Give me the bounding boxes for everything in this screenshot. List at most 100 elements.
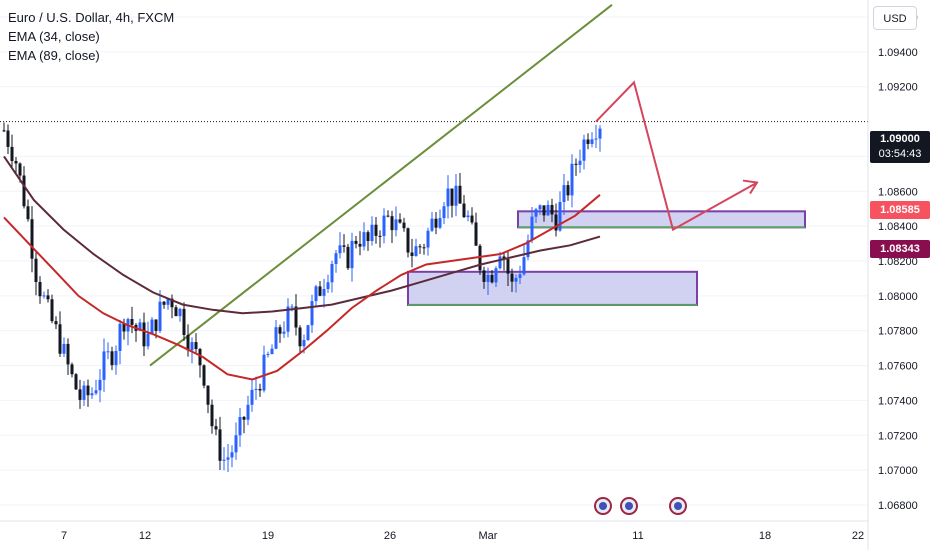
candle-body	[90, 393, 94, 396]
flag-icon-us[interactable]	[669, 497, 687, 515]
candle-body	[334, 253, 338, 264]
candle-body	[426, 230, 430, 248]
candle-body	[166, 298, 170, 305]
time-tick-label: Mar	[479, 530, 498, 542]
candle-body	[122, 323, 126, 332]
candle-body	[534, 209, 538, 217]
time-tick-label: 19	[262, 530, 274, 542]
candle-body	[110, 351, 114, 366]
candle-body	[302, 340, 306, 347]
candle-body	[318, 286, 322, 296]
candle-body	[374, 224, 378, 236]
last-price-value: 1.09000	[880, 133, 920, 145]
candle-body	[558, 202, 562, 231]
candle-body	[370, 224, 374, 242]
candle-body	[298, 327, 302, 347]
candle-body	[58, 324, 62, 354]
candle-body	[106, 351, 110, 353]
flag-icon-eu[interactable]	[594, 497, 612, 515]
currency-button[interactable]: USD	[873, 6, 917, 30]
candle-body	[98, 379, 102, 391]
candle-body	[594, 138, 598, 140]
candle-body	[194, 342, 198, 349]
candle-body	[570, 163, 574, 196]
candle-body	[434, 218, 438, 228]
candle-body	[330, 263, 334, 283]
candle-body	[442, 206, 446, 219]
price-axis[interactable]: 1.096001.094001.092001.088001.086001.084…	[878, 12, 918, 512]
candle-body	[498, 256, 502, 269]
candle-body	[234, 435, 238, 453]
candle-body	[230, 452, 234, 458]
candle-body	[562, 185, 566, 203]
candle-body	[190, 342, 194, 351]
price-tick-label: 1.06800	[878, 500, 918, 512]
price-tick-label: 1.07600	[878, 361, 918, 373]
candle-body	[94, 390, 98, 394]
candle-body	[354, 240, 358, 244]
symbol-title[interactable]: Euro / U.S. Dollar, 4h, FXCM	[8, 10, 175, 25]
candle-body	[22, 175, 26, 207]
candle-body	[246, 404, 250, 420]
candle-body	[414, 246, 418, 256]
candle-body	[310, 301, 314, 326]
demand-zones[interactable]	[407, 210, 806, 306]
candle-body	[286, 306, 290, 332]
candle-body	[470, 215, 474, 223]
projection-group[interactable]	[595, 80, 759, 232]
candle-body	[410, 252, 414, 256]
candle-body	[202, 365, 206, 386]
price-tick-label: 1.07400	[878, 395, 918, 407]
candle-body	[386, 215, 390, 217]
candle-body	[454, 185, 458, 206]
time-axis[interactable]: 7 12 19 26 Mar 11 18 22	[61, 530, 864, 542]
candle-body	[290, 306, 294, 308]
candle-body	[314, 286, 318, 302]
price-tick-label: 1.09200	[878, 82, 918, 94]
candle-body	[566, 185, 570, 196]
ema-lines	[3, 155, 601, 381]
candle-body	[174, 307, 178, 317]
candle-body	[518, 274, 522, 278]
candle-body	[554, 214, 558, 231]
demand-zone	[407, 270, 698, 306]
candle-body	[10, 146, 14, 161]
candle-body	[258, 388, 262, 391]
candle-body	[474, 222, 478, 246]
candle-body	[394, 219, 398, 231]
ema89-legend[interactable]: EMA (89, close)	[8, 48, 100, 63]
candle-body	[506, 259, 510, 274]
chart-legend: Euro / U.S. Dollar, 4h, FXCM EMA (34, cl…	[8, 8, 174, 65]
candle-body	[170, 298, 174, 308]
price-tick-label: 1.07800	[878, 326, 918, 338]
candle-body	[282, 331, 286, 334]
candle-body	[346, 246, 350, 269]
candle-body	[150, 319, 154, 334]
ema34-legend[interactable]: EMA (34, close)	[8, 29, 100, 44]
candle-body	[162, 301, 166, 305]
candle-body	[18, 163, 22, 176]
candle-body	[266, 354, 270, 356]
candle-body	[450, 188, 454, 206]
candle-body	[186, 334, 190, 351]
ema89-price-tag: 1.08343	[870, 240, 930, 258]
candle-body	[242, 417, 246, 420]
candle-body	[494, 268, 498, 283]
candle-body	[14, 160, 18, 164]
ema34-line	[3, 194, 601, 381]
candle-body	[578, 160, 582, 165]
trendline-group[interactable]	[149, 4, 613, 367]
candle-body	[278, 327, 282, 334]
price-tick-label: 1.08600	[878, 186, 918, 198]
candle-body	[206, 385, 210, 405]
price-tick-label: 1.07000	[878, 465, 918, 477]
candle-body	[422, 247, 426, 249]
candle-body	[378, 235, 382, 237]
candle-body	[78, 389, 82, 400]
price-tick-label: 1.08400	[878, 221, 918, 233]
candle-body	[538, 205, 542, 210]
candle-body	[74, 374, 78, 390]
candle-body	[510, 273, 514, 282]
flag-icon-us[interactable]	[620, 497, 638, 515]
